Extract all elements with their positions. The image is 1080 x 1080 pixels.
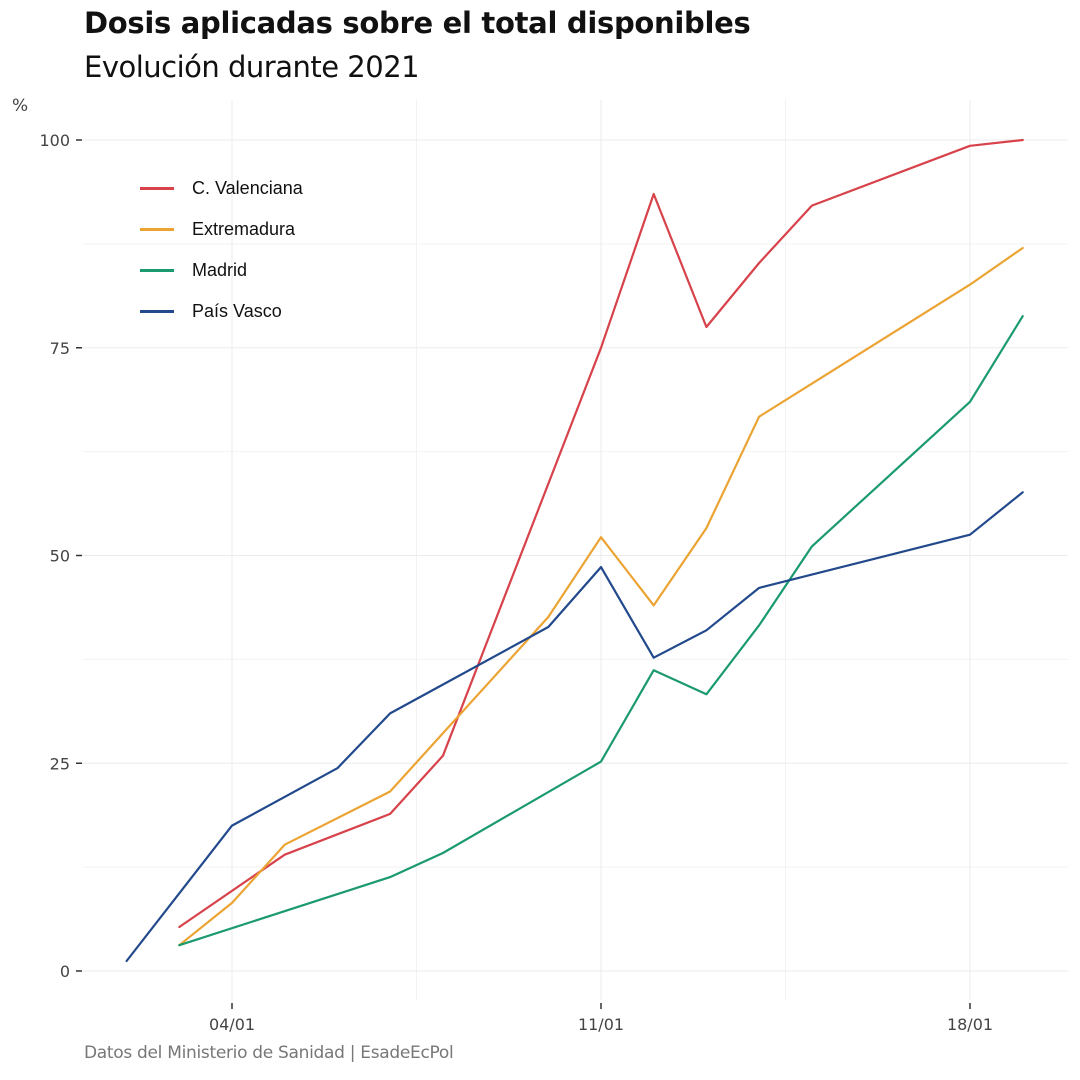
- y-tick-label: 0: [60, 962, 70, 981]
- legend-item-pais-vasco: País Vasco: [140, 291, 303, 332]
- series-line-madrid: [178, 315, 1024, 947]
- legend-label: Madrid: [192, 260, 248, 280]
- legend-label: Extremadura: [192, 219, 296, 239]
- x-tick-label: 18/01: [947, 1015, 993, 1034]
- axes: 0 25 50 75 100 04/01 11/01 18/01: [39, 131, 993, 1034]
- legend: C. Valenciana Extremadura Madrid País Va…: [140, 168, 303, 332]
- x-tick-label: 04/01: [209, 1015, 255, 1034]
- chart-subtitle: Evolución durante 2021: [84, 50, 420, 84]
- y-tick-label: 25: [50, 754, 70, 773]
- y-axis-label: %: [12, 96, 29, 116]
- legend-item-madrid: Madrid: [140, 250, 303, 291]
- series-line-c-valenciana: [178, 138, 1024, 929]
- series-lines: [125, 138, 1024, 963]
- legend-item-extremadura: Extremadura: [140, 209, 303, 250]
- legend-key-pais-vasco: [140, 310, 174, 313]
- y-tick-label: 100: [39, 131, 70, 150]
- legend-key-c-valenciana: [140, 187, 174, 190]
- source-caption: Datos del Ministerio de Sanidad | EsadeE…: [84, 1043, 454, 1063]
- y-tick-label: 75: [50, 339, 70, 358]
- legend-key-extremadura: [140, 228, 174, 231]
- chart-title: Dosis aplicadas sobre el total disponibl…: [84, 6, 751, 40]
- series-line-extremadura: [178, 246, 1024, 947]
- x-tick-label: 11/01: [578, 1015, 624, 1034]
- legend-key-madrid: [140, 269, 174, 272]
- y-tick-label: 50: [50, 547, 70, 566]
- series-line-pais-vasco: [125, 491, 1024, 963]
- legend-label: País Vasco: [192, 301, 282, 321]
- legend-item-c-valenciana: C. Valenciana: [140, 168, 303, 209]
- legend-label: C. Valenciana: [192, 178, 303, 198]
- grid-lines: [83, 100, 1068, 1000]
